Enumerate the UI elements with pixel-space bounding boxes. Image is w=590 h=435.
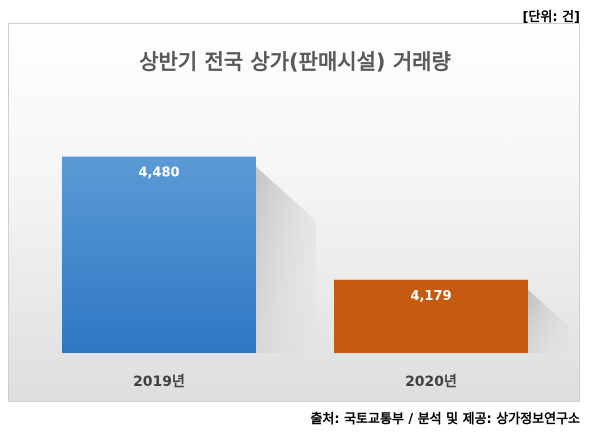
- bar-2020년: [334, 279, 528, 353]
- data-label-1: 4,179: [410, 289, 451, 304]
- category-label-0: 2019년: [133, 374, 185, 390]
- chart-title: 상반기 전국 상가(판매시설) 거래량: [139, 50, 451, 74]
- unit-label: [단위: 건]: [522, 10, 581, 25]
- data-label-0: 4,480: [138, 166, 179, 181]
- bar-2019년: [62, 156, 256, 353]
- category-label-1: 2020년: [405, 374, 457, 390]
- source-label: 출처: 국토교통부 / 분석 및 제공: 상가정보연구소: [310, 412, 580, 427]
- bar-shadow-0: [256, 166, 316, 353]
- bar-shadow-1: [528, 289, 569, 353]
